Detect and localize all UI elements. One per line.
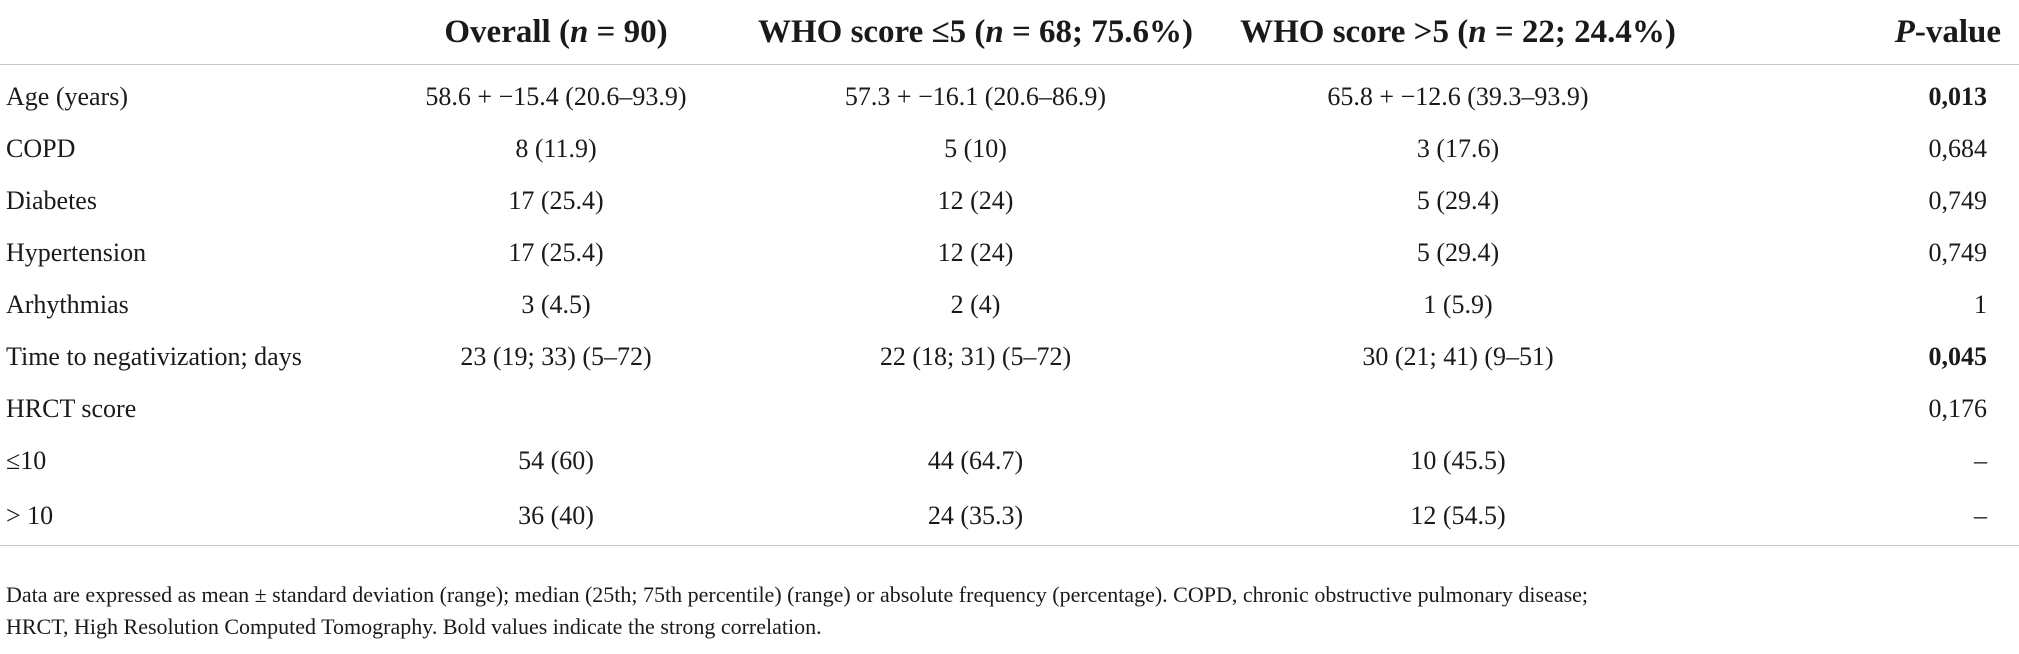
table-row: HRCT score 0,176: [0, 383, 2019, 435]
cell-p-value: 1: [1974, 290, 1987, 319]
row-label: ≤10: [6, 446, 47, 475]
results-table: Overall (n = 90) WHO score ≤5 (n = 68; 7…: [0, 0, 2019, 546]
table-row: COPD 8 (11.9) 5 (10) 3 (17.6) 0,684: [0, 123, 2019, 175]
table-row: Age (years) 58.6 + −15.4 (20.6–93.9) 57.…: [0, 65, 2019, 124]
cell-who-gt5: [1219, 383, 1697, 435]
table-body: Age (years) 58.6 + −15.4 (20.6–93.9) 57.…: [0, 65, 2019, 546]
table-header: Overall (n = 90) WHO score ≤5 (n = 68; 7…: [0, 0, 2019, 65]
table-row: > 10 36 (40) 24 (35.3) 12 (54.5) –: [0, 487, 2019, 546]
cell-overall: 36 (40): [380, 487, 732, 546]
cell-overall: [380, 383, 732, 435]
table-row: Time to negativization; days 23 (19; 33)…: [0, 331, 2019, 383]
cell-who-le5: [732, 383, 1219, 435]
cell-who-le5: 2 (4): [950, 290, 1001, 319]
row-label: Time to negativization; days: [6, 342, 302, 371]
row-label: COPD: [6, 134, 76, 163]
cell-overall: 17 (25.4): [508, 186, 604, 215]
cell-who-le5: 12 (24): [937, 238, 1014, 267]
table-row: Hypertension 17 (25.4) 12 (24) 5 (29.4) …: [0, 227, 2019, 279]
cell-overall: 58.6 + −15.4 (20.6–93.9): [425, 82, 687, 111]
table-footnote: Data are expressed as mean ± standard de…: [6, 579, 2006, 643]
footnote-line: Data are expressed as mean ± standard de…: [6, 582, 1589, 607]
cell-overall: 54 (60): [518, 446, 594, 475]
table-row: ≤10 54 (60) 44 (64.7) 10 (45.5) –: [0, 435, 2019, 487]
header-cell-p-value: P-value: [1697, 0, 2019, 65]
header-cell-who-gt5: WHO score >5 (n = 22; 24.4%): [1219, 0, 1697, 65]
row-label: Diabetes: [6, 186, 97, 215]
row-label: HRCT score: [6, 394, 137, 423]
header-cell-label: [0, 0, 380, 65]
cell-who-le5: 12 (24): [937, 186, 1014, 215]
cell-who-gt5: 5 (29.4): [1416, 238, 1500, 267]
cell-who-gt5: 30 (21; 41) (9–51): [1362, 342, 1554, 371]
cell-overall: 8 (11.9): [515, 134, 597, 163]
cell-overall: 17 (25.4): [508, 238, 604, 267]
footnote-line: HRCT, High Resolution Computed Tomograph…: [6, 614, 822, 639]
cell-who-gt5: 10 (45.5): [1410, 446, 1506, 475]
cell-p-value: 0,684: [1928, 134, 1988, 163]
cell-overall: 23 (19; 33) (5–72): [460, 342, 652, 371]
results-table-container: Overall (n = 90) WHO score ≤5 (n = 68; 7…: [0, 0, 2019, 546]
row-label: Arhythmias: [6, 290, 129, 319]
cell-who-le5: 22 (18; 31) (5–72): [879, 342, 1072, 371]
header-cell-overall: Overall (n = 90): [380, 0, 732, 65]
cell-who-gt5: 65.8 + −12.6 (39.3–93.9): [1327, 82, 1589, 111]
cell-p-value: 0,749: [1928, 238, 1988, 267]
cell-p-value: 0,013: [1928, 82, 1988, 111]
cell-overall: 3 (4.5): [521, 290, 591, 319]
table-row: Arhythmias 3 (4.5) 2 (4) 1 (5.9) 1: [0, 279, 2019, 331]
row-label: > 10: [0, 487, 380, 546]
cell-who-le5: 5 (10): [944, 134, 1007, 163]
cell-p-value: 0,176: [1928, 394, 1988, 423]
cell-who-le5: 44 (64.7): [927, 446, 1024, 475]
header-row: Overall (n = 90) WHO score ≤5 (n = 68; 7…: [0, 0, 2019, 65]
cell-who-gt5: 3 (17.6): [1416, 134, 1500, 163]
table-row: Diabetes 17 (25.4) 12 (24) 5 (29.4) 0,74…: [0, 175, 2019, 227]
header-cell-who-le5: WHO score ≤5 (n = 68; 75.6%): [732, 0, 1219, 65]
cell-who-gt5: 5 (29.4): [1416, 186, 1500, 215]
cell-who-gt5: 1 (5.9): [1423, 290, 1493, 319]
cell-who-le5: 57.3 + −16.1 (20.6–86.9): [844, 82, 1107, 111]
cell-who-le5: 24 (35.3): [732, 487, 1219, 546]
row-label: Age (years): [6, 82, 128, 111]
cell-p-value: –: [1974, 446, 1987, 475]
cell-p-value: –: [1697, 487, 2019, 546]
cell-p-value: 0,045: [1928, 342, 1988, 371]
cell-who-gt5: 12 (54.5): [1219, 487, 1697, 546]
cell-p-value: 0,749: [1928, 186, 1988, 215]
row-label: Hypertension: [6, 238, 147, 267]
